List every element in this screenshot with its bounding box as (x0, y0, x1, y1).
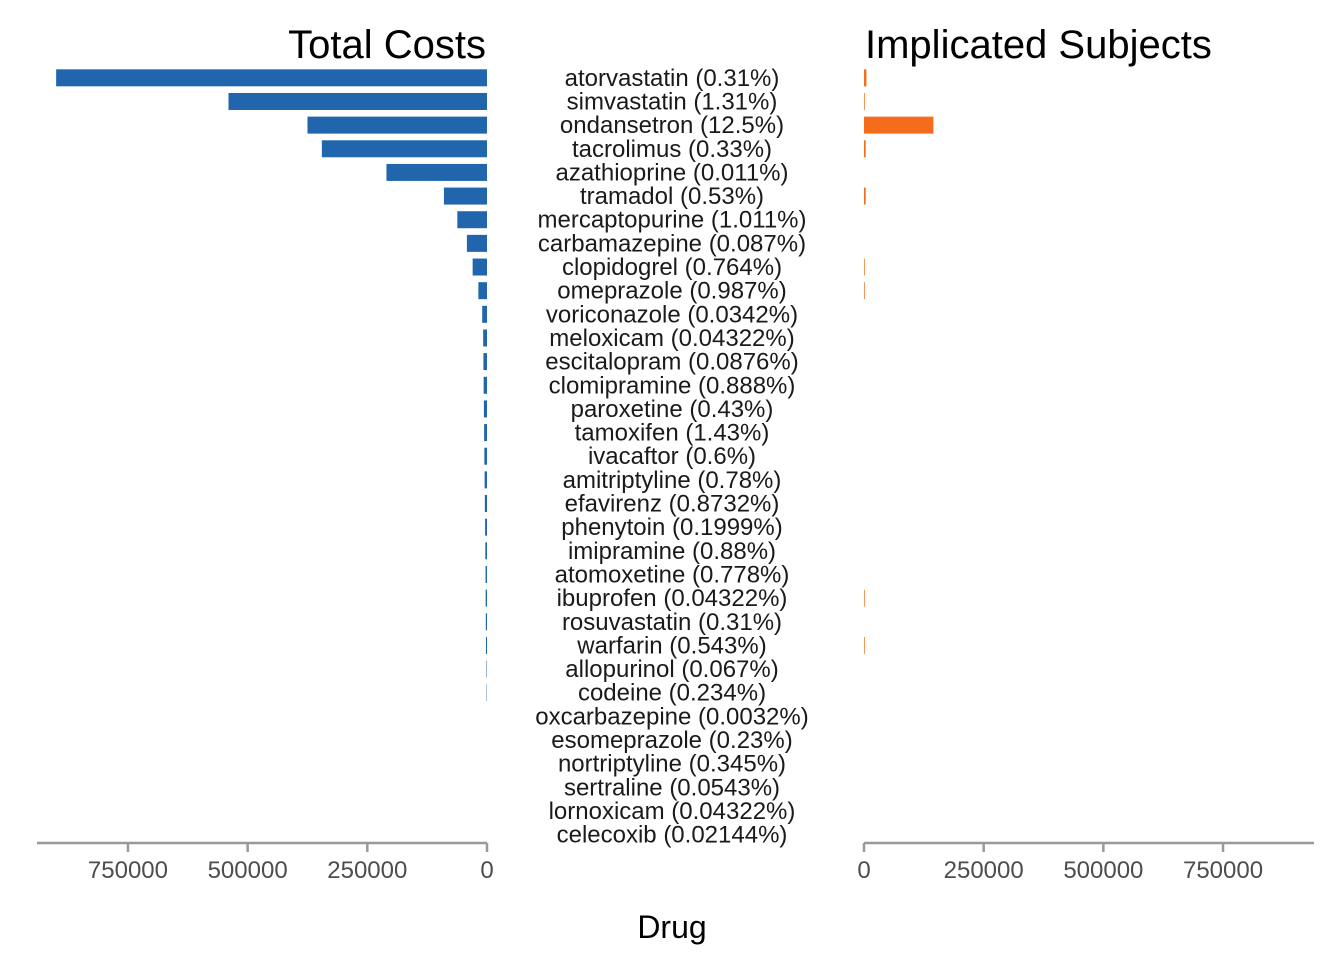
left-bar (466, 234, 487, 252)
drug-label: atorvastatin (0.31%) (565, 65, 780, 92)
tick-label: 0 (480, 857, 493, 884)
left-bar (483, 353, 487, 371)
drug-label: phenytoin (0.1999%) (561, 514, 782, 541)
tick-label: 0 (857, 857, 870, 884)
drug-label: mercaptopurine (1.011%) (537, 207, 806, 234)
left-bar (483, 376, 487, 394)
left-bar (485, 589, 487, 607)
drug-label: tacrolimus (0.33%) (572, 136, 772, 163)
left-bar (482, 305, 487, 323)
drug-label: oxcarbazepine (0.0032%) (535, 703, 809, 730)
drug-label: amitriptyline (0.78%) (563, 467, 782, 494)
drug-label: warfarin (0.543%) (576, 632, 766, 659)
drug-label: allopurinol (0.067%) (565, 656, 778, 683)
left-bar (443, 187, 487, 205)
drug-label: azathioprine (0.011%) (555, 159, 788, 186)
drug-label: paroxetine (0.43%) (571, 396, 774, 423)
drug-label: simvastatin (1.31%) (567, 88, 778, 115)
tick-label: 500000 (208, 857, 288, 884)
drug-label: clomipramine (0.888%) (549, 372, 796, 399)
left-bar (485, 518, 487, 536)
tick-label: 250000 (327, 857, 407, 884)
left-bar (485, 613, 487, 631)
right-axis-ticks: 0 250000 500000 750000 (857, 843, 1263, 884)
left-bar (485, 565, 487, 583)
drug-label: ivacaftor (0.6%) (588, 443, 756, 470)
left-bar (228, 92, 487, 110)
drug-label: sertraline (0.0543%) (564, 774, 780, 801)
x-axis-title: Drug (637, 909, 706, 945)
drug-label: atomoxetine (0.778%) (555, 561, 790, 588)
left-axis-ticks: 750000 500000 250000 0 (88, 843, 494, 884)
left-bar (321, 140, 487, 158)
left-bar (485, 542, 487, 560)
left-bar (484, 447, 487, 465)
left-bar (307, 116, 487, 134)
left-bar (472, 258, 487, 276)
drug-label: nortriptyline (0.345%) (558, 751, 786, 778)
drug-label: clopidogrel (0.764%) (562, 254, 782, 281)
left-bar (386, 163, 487, 181)
tick-label: 750000 (88, 857, 168, 884)
right-bar (864, 116, 934, 134)
left-bar (483, 400, 487, 418)
drug-label: omeprazole (0.987%) (557, 278, 786, 305)
drug-label: meloxicam (0.04322%) (549, 325, 794, 352)
drug-label: escitalopram (0.0876%) (545, 349, 798, 376)
left-bar (56, 69, 488, 87)
left-bar (484, 471, 487, 489)
drug-label: rosuvastatin (0.31%) (562, 609, 782, 636)
left-bar (485, 636, 487, 654)
drug-label: tamoxifen (1.43%) (575, 420, 770, 447)
right-bar (864, 140, 866, 158)
drug-label: ondansetron (12.5%) (560, 112, 784, 139)
drug-label: tramadol (0.53%) (580, 183, 764, 210)
drug-label: celecoxib (0.02144%) (557, 822, 788, 849)
right-bars (864, 69, 934, 654)
left-bars (56, 69, 488, 702)
left-bar (457, 211, 487, 229)
drug-label: voriconazole (0.0342%) (546, 301, 798, 328)
drug-label: carbamazepine (0.087%) (538, 230, 806, 257)
left-panel-title: Total Costs (288, 23, 486, 67)
left-bar (484, 424, 487, 442)
left-bar (478, 282, 487, 300)
right-bar (864, 187, 866, 205)
drug-label: efavirenz (0.8732%) (565, 491, 780, 518)
drug-label: imipramine (0.88%) (568, 538, 776, 565)
right-panel-title: Implicated Subjects (865, 23, 1212, 67)
drug-labels: atorvastatin (0.31%)simvastatin (1.31%)o… (535, 65, 809, 849)
drug-label: ibuprofen (0.04322%) (557, 585, 788, 612)
right-bar (864, 589, 865, 607)
right-bar (864, 636, 865, 654)
tick-label: 250000 (944, 857, 1024, 884)
right-bar (864, 69, 867, 87)
right-bar (864, 258, 865, 276)
tick-label: 500000 (1063, 857, 1143, 884)
tick-label: 750000 (1183, 857, 1263, 884)
right-bar (864, 282, 865, 300)
left-bar (483, 329, 487, 347)
right-bar (864, 92, 865, 110)
left-bar (484, 495, 487, 513)
drug-label: codeine (0.234%) (578, 680, 766, 707)
drug-label: lornoxicam (0.04322%) (549, 798, 796, 825)
drug-label: esomeprazole (0.23%) (551, 727, 792, 754)
